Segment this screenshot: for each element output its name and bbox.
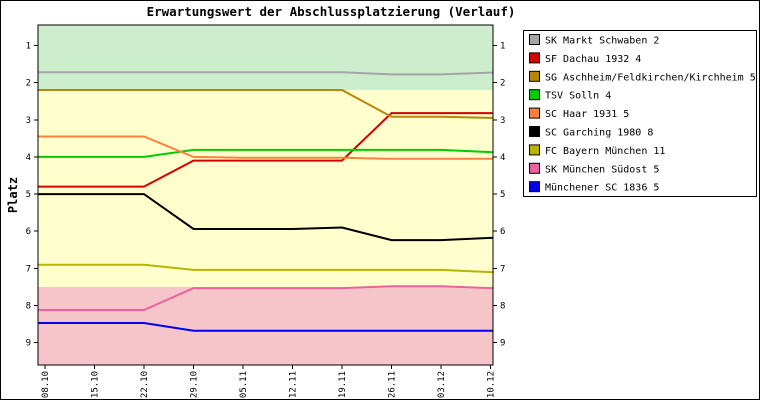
y-tick-label: 8 [26,302,31,312]
x-axis: 08.10 15.10 22.10 29.10 05.11 12.11 19.11 26.11… [41,365,497,398]
y-tick-label: 2 [26,79,31,89]
legend-label: SG Aschheim/Feldkirchen/Kirchheim 5 [545,72,756,83]
y-tick-label: 6 [26,227,31,237]
x-tick-label: 29.10 [190,371,200,398]
legend: SK Markt Schwaben 2 SF Dachau 1932 4 SG As… [523,30,757,197]
x-tick-label: 08.10 [41,371,51,398]
legend-label: SF Dachau 1932 4 [545,54,641,65]
series-line-7 [38,285,493,311]
x-tick-label: 05.11 [239,371,249,398]
legend-label: SK München Südost 5 [545,164,659,175]
y-tick-label: 1 [26,41,31,51]
legend-swatch [529,89,540,101]
y-tick-label: 7 [26,264,31,274]
y-axis: 1 1 2 2 3 3 4 4 5 5 6 6 7 7 8 8 9 9 [26,41,506,348]
y-tick-label: 9 [26,339,31,349]
series-line-2 [38,89,493,119]
x-tick-label: 12.11 [289,371,299,398]
y-tick-label: 1 [500,41,505,51]
y-axis-label: Platz [6,176,20,214]
chart-title: Erwartungswert der Abschlussplatzierung … [146,4,516,19]
x-tick-label: 19.11 [338,371,348,398]
legend-swatch [529,107,540,119]
series-line-5 [38,193,493,242]
legend-swatch [529,70,540,82]
y-tick-label: 3 [500,116,505,126]
y-tick-label: 4 [500,153,505,163]
y-tick-label: 2 [500,79,505,89]
y-tick-label: 9 [500,339,505,349]
series-line-8 [38,322,493,332]
series-line-6 [38,263,493,274]
zone-band-top [38,25,493,90]
series-line-1 [38,112,493,188]
y-tick-label: 5 [500,190,505,200]
zone-band-bottom [38,287,493,365]
legend-label: SC Haar 1931 5 [545,109,629,120]
x-tick-label: 10.12 [487,371,497,398]
legend-label: Münchener SC 1836 5 [545,183,659,194]
series-line-3 [38,148,493,158]
legend-swatch [529,144,540,156]
plot-border [37,24,494,366]
series-line-0 [38,71,493,76]
y-tick-label: 8 [500,302,505,312]
legend-swatch [529,162,540,174]
legend-label: FC Bayern München 11 [545,146,665,157]
x-tick-label: 15.10 [91,371,101,398]
y-tick-label: 4 [26,153,31,163]
legend-swatch [529,181,540,193]
legend-swatch [529,52,540,64]
legend-box [523,30,757,197]
y-tick-label: 5 [26,190,31,200]
y-tick-label: 3 [26,116,31,126]
x-tick-label: 03.12 [437,371,447,398]
legend-swatch [529,126,540,137]
legend-swatch [529,34,540,45]
legend-label: TSV Solln 4 [545,91,611,102]
y-tick-label: 6 [500,227,505,237]
legend-label: SC Garching 1980 8 [545,128,653,139]
x-tick-label: 22.10 [140,371,150,398]
zone-band-middle [38,90,493,287]
x-tick-label: 26.11 [388,371,398,398]
y-tick-label: 7 [500,264,505,274]
legend-label: SK Markt Schwaben 2 [545,36,659,47]
series-line-4 [38,135,493,160]
